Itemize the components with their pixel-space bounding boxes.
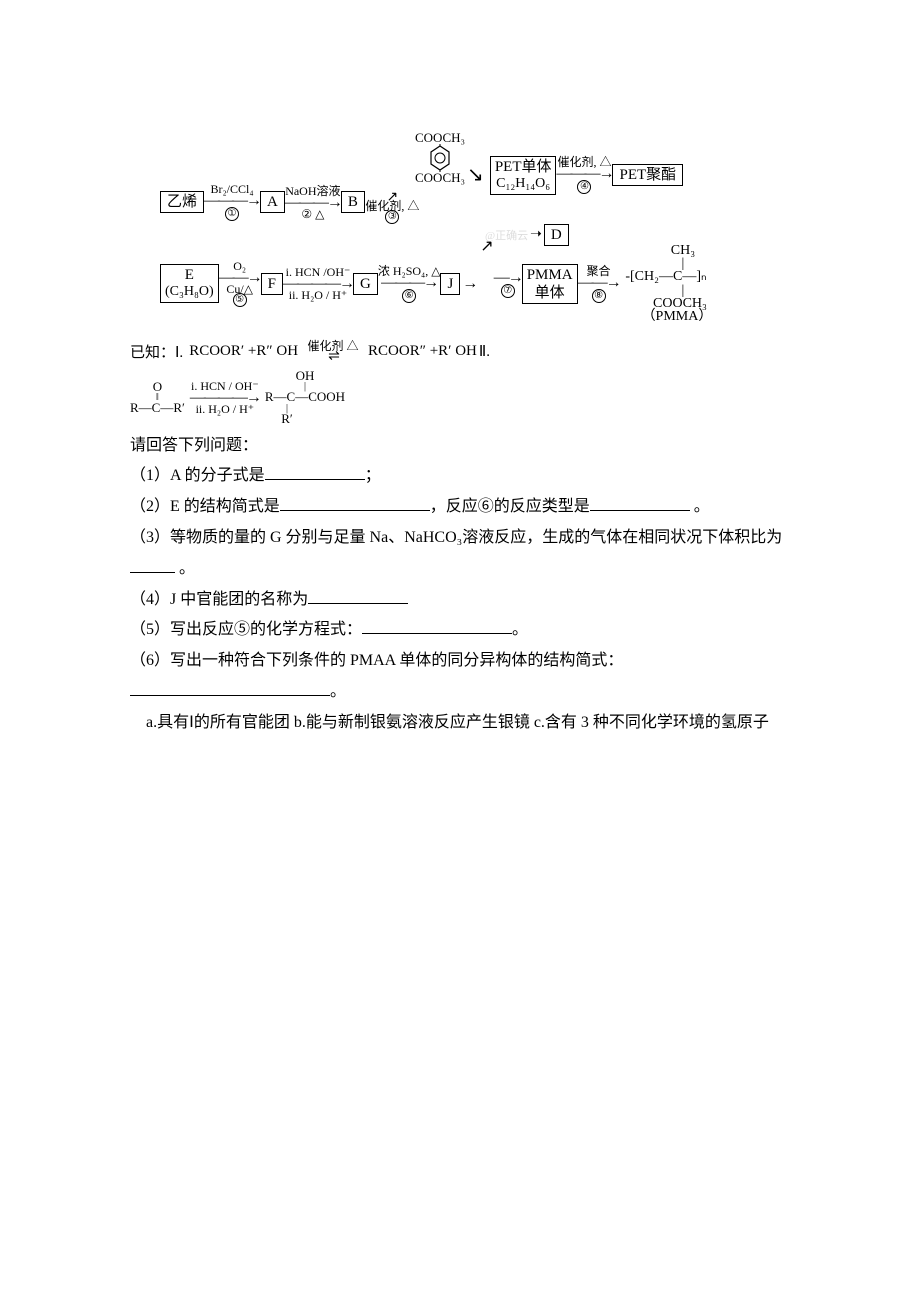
ethylene-box: 乙烯 — [160, 191, 204, 213]
q1-blank — [265, 464, 365, 480]
node-D: D — [544, 224, 569, 246]
pmma-top: CH₃ — [671, 244, 695, 257]
q6-end: 。 — [330, 683, 346, 700]
arrow-FG: i. HCN /OH⁻ ————→ ii. H₂O / H⁺ — [283, 266, 353, 301]
node-F: F — [261, 273, 283, 295]
q2-blank2 — [590, 495, 690, 511]
q4-blank — [308, 588, 408, 604]
questions-block: 请回答下列问题： （1）A 的分子式是 ； （2）E 的结构简式是 ，反应⑥的反应类… — [130, 432, 790, 738]
question-5: （5）写出反应⑤的化学方程式： 。 — [130, 616, 790, 645]
top-cooch3: COOCH₃ — [415, 132, 465, 144]
arr2-under: ② △ — [301, 208, 324, 220]
known-eq2: O ‖ R—C—R′ i. HCN / OH⁻ ————→ ii. H₂O / … — [130, 370, 790, 426]
arrFG-under: ii. H₂O / H⁺ — [289, 289, 348, 301]
node-E-l2: (C₃H₈O) — [165, 284, 214, 301]
node-E-box: E (C₃H₈O) — [160, 264, 219, 303]
pmma-main: -[CH₂—C—]ₙ — [625, 270, 706, 283]
questions-intro: 请回答下列问题： — [130, 432, 790, 461]
question-1: （1）A 的分子式是 ； — [130, 462, 790, 491]
pmma-label: （PMMA） — [642, 310, 713, 323]
circ-1: ① — [225, 207, 239, 221]
pmma-monomer-box: PMMA 单体 — [522, 264, 578, 304]
q5-end: 。 — [512, 621, 528, 638]
pet-polyester-box: PET聚酯 — [612, 164, 683, 186]
pmma-l2: 单体 — [527, 284, 573, 302]
eq1-right: RCOOR″ +R′ OH — [368, 343, 477, 360]
benzene-dicarboxylate: COOCH₃ COOCH₃ — [415, 132, 465, 185]
q6-blank — [130, 680, 330, 696]
node-G: G — [353, 273, 378, 295]
eq2-arrow: i. HCN / OH⁻ ————→ ii. H₂O / H⁺ — [185, 380, 265, 415]
question-6-options: a.具有Ⅰ的所有官能团 b.能与新制银氨溶液反应产生银镜 c.含有 3 种不同化… — [130, 709, 790, 738]
eq2-right: R—C—COOH — [265, 391, 345, 403]
known-label2: Ⅱ. — [479, 342, 490, 361]
pet-monomer-box: PET单体 C₁₂H₁₄O₆ — [490, 156, 557, 195]
pmma-structure: CH₃ | -[CH₂—C—]ₙ | COOCH₃ （PMMA） — [620, 244, 713, 324]
pet-monomer-l2: C₁₂H₁₄O₆ — [495, 176, 552, 193]
circ-7: ⑦ — [501, 284, 515, 298]
eq2-right-struct: OH | R—C—COOH | R′ — [265, 370, 345, 426]
eq1-left: RCOOR′ +R″ OH — [189, 343, 298, 360]
node-J: J — [440, 273, 460, 295]
q5-text: （5）写出反应⑤的化学方程式： — [130, 621, 362, 638]
arrow-7: —→ ⑦ — [494, 270, 522, 298]
q3-blank — [130, 572, 175, 573]
q2b-text: ，反应⑥的反应类型是 — [430, 498, 590, 515]
q2a-text: （2）E 的结构简式是 — [130, 498, 280, 515]
arrow-2: NaOH溶液 ———→ ② △ — [285, 185, 341, 220]
question-4: （4）J 中官能团的名称为 — [130, 586, 790, 615]
watermark-text: @正确云 — [485, 227, 528, 243]
arrow-3: ↗ 催化剂, △ ③ — [365, 181, 420, 224]
question-3: （3）等物质的量的 G 分别与足量 Na、NaHCO₃溶液反应，生成的气体在相同… — [130, 524, 790, 553]
arrow-4: 催化剂, △ ———→ ④ — [556, 156, 612, 194]
node-B: B — [341, 191, 365, 213]
q1-text: （1）A 的分子式是 — [130, 467, 265, 484]
arrow-1: Br₂/CCl₄ ———→ ① — [204, 183, 260, 221]
reaction-diagram: COOCH₃ COOCH₃ ↘ PET单体 C₁₂H₁₄O₆ 催化剂, △ ——… — [210, 122, 790, 324]
known-eq1: 已知：Ⅰ. RCOOR′ +R″ OH 催化剂 △ ⇌ RCOOR″ +R′ O… — [130, 340, 790, 364]
eq1-arrow: 催化剂 △ ⇌ — [298, 340, 368, 364]
node-A: A — [260, 191, 285, 213]
q5-blank — [362, 618, 512, 634]
node-E-l1: E — [165, 266, 214, 284]
pet-monomer-l1: PET单体 — [495, 158, 552, 176]
arrow-6: 浓 H₂SO₄, △ ———→ ⑥ — [378, 265, 441, 303]
question-3-blank-line: 。 — [130, 555, 790, 584]
eq2-left-struct: O ‖ R—C—R′ — [130, 381, 185, 415]
known-label: 已知：Ⅰ. — [130, 341, 183, 362]
arrow-8: 聚合 ——→ ⑧ — [578, 265, 620, 303]
pmma-l1: PMMA — [527, 266, 573, 284]
circ-6: ⑥ — [402, 289, 416, 303]
benzene-ring — [429, 144, 451, 172]
circ-3: ③ — [385, 210, 399, 224]
q2-end: 。 — [690, 498, 710, 515]
q3-end: 。 — [179, 560, 195, 577]
circ-5: ⑤ — [233, 293, 247, 307]
circ-8: ⑧ — [592, 289, 606, 303]
q1-end: ； — [365, 467, 381, 484]
arrow-5: O₂ ——→ Cu/△ ⑤ — [219, 260, 261, 307]
q2-blank1 — [280, 495, 430, 511]
question-2: （2）E 的结构简式是 ，反应⑥的反应类型是 。 — [130, 493, 790, 522]
question-6-blank-line: 。 — [130, 678, 790, 707]
eq2-right-bottom: R′ — [281, 413, 293, 425]
eq2-arrow-under: ii. H₂O / H⁺ — [196, 403, 255, 415]
eq2-left: R—C—R′ — [130, 402, 185, 414]
q4-text: （4）J 中官能团的名称为 — [130, 591, 308, 608]
question-6: （6）写出一种符合下列条件的 PMAA 单体的同分异构体的结构简式： — [130, 647, 790, 676]
circ-4: ④ — [577, 180, 591, 194]
eq2-left-top: O — [153, 381, 162, 393]
bottom-cooch3: COOCH₃ — [415, 172, 465, 184]
